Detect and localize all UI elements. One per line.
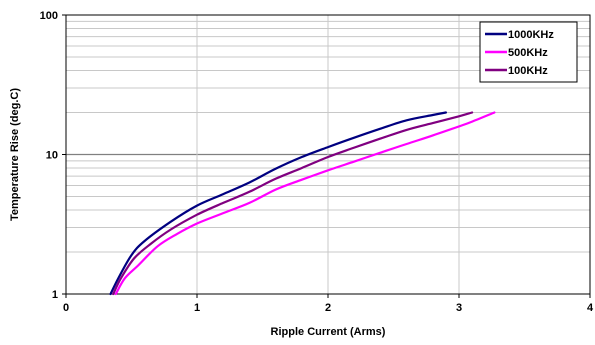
legend: 1000KHz 500KHz 100KHz [479, 21, 578, 83]
series-lines [109, 111, 496, 296]
x-tick-label: 3 [456, 302, 462, 314]
x-tick-label: 1 [194, 302, 200, 314]
series-line-100KHz [112, 111, 474, 296]
x-tick-label: 2 [325, 302, 331, 314]
y-axis-label: Temperature Rise (deg.C) [9, 88, 21, 221]
y-tick-label: 1 [52, 289, 58, 301]
series-line-500KHz [114, 111, 496, 296]
legend-label-500KHz: 500KHz [508, 47, 548, 59]
x-axis-label: Ripple Current (Arms) [271, 326, 386, 338]
y-tick-label: 10 [46, 150, 58, 162]
x-tick-label: 0 [63, 302, 69, 314]
y-tick-label: 100 [40, 10, 58, 22]
series-line-1000KHz [109, 111, 447, 296]
x-tick-label: 4 [587, 302, 594, 314]
legend-label-100KHz: 100KHz [508, 65, 548, 77]
legend-label-1000KHz: 1000KHz [508, 29, 554, 41]
